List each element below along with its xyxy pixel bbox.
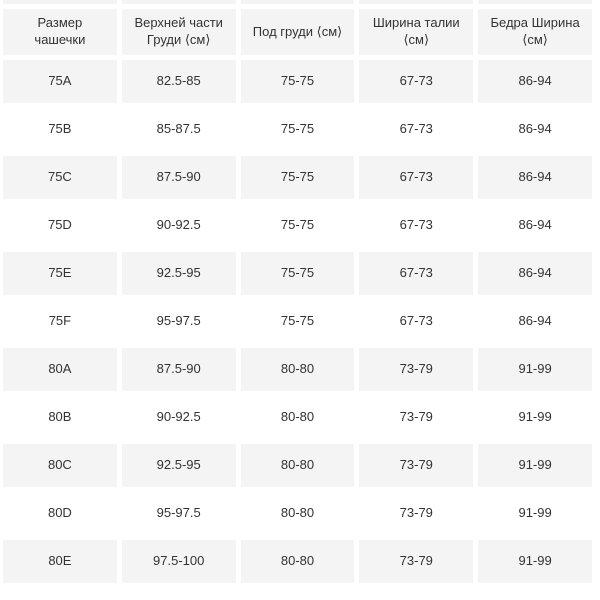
measurement-cell: 73-79 <box>359 396 474 439</box>
column-header-cup-size: Размер чашечки <box>3 9 117 55</box>
measurement-cell: 86-94 <box>478 300 592 343</box>
size-cell: 80A <box>3 348 117 391</box>
measurement-cell: 92.5-95 <box>121 444 236 487</box>
measurement-cell: 86-94 <box>478 252 592 295</box>
measurement-cell: 75-75 <box>240 204 355 247</box>
measurement-cell: 95-97.5 <box>121 300 236 343</box>
measurement-cell: 67-73 <box>359 108 474 151</box>
measurement-cell: 67-73 <box>359 156 474 199</box>
measurement-cell: 95-97.5 <box>121 492 236 535</box>
measurement-cell: 75-75 <box>240 108 355 151</box>
measurement-cell: 75-75 <box>240 300 355 343</box>
measurement-cell: 67-73 <box>359 60 474 103</box>
measurement-cell: 86-94 <box>478 156 592 199</box>
measurement-cell: 73-79 <box>359 492 474 535</box>
size-cell: 75E <box>3 252 117 295</box>
measurement-cell: 91-99 <box>478 348 592 391</box>
column-header-waist: Ширина талии ⟨см⟩ <box>359 9 474 55</box>
previous-row-sliver <box>359 0 474 4</box>
size-chart-table: Размер чашечки Верхней части Груди ⟨см⟩ … <box>3 0 592 583</box>
measurement-cell: 80-80 <box>240 492 355 535</box>
measurement-cell: 82.5-85 <box>121 60 236 103</box>
measurement-cell: 91-99 <box>478 444 592 487</box>
measurement-cell: 87.5-90 <box>121 156 236 199</box>
measurement-cell: 80-80 <box>240 540 355 583</box>
size-cell: 80E <box>3 540 117 583</box>
measurement-cell: 90-92.5 <box>121 204 236 247</box>
size-cell: 80C <box>3 444 117 487</box>
size-cell: 75D <box>3 204 117 247</box>
measurement-cell: 80-80 <box>240 444 355 487</box>
measurement-cell: 67-73 <box>359 300 474 343</box>
measurement-cell: 90-92.5 <box>121 396 236 439</box>
size-cell: 80B <box>3 396 117 439</box>
measurement-cell: 86-94 <box>478 60 592 103</box>
measurement-cell: 75-75 <box>240 60 355 103</box>
previous-row-sliver <box>478 0 592 4</box>
column-header-hips: Бедра Ширина ⟨см⟩ <box>478 9 592 55</box>
measurement-cell: 91-99 <box>478 396 592 439</box>
measurement-cell: 92.5-95 <box>121 252 236 295</box>
column-header-upper-bust: Верхней части Груди ⟨см⟩ <box>121 9 236 55</box>
measurement-cell: 75-75 <box>240 252 355 295</box>
previous-row-sliver <box>121 0 236 4</box>
measurement-cell: 86-94 <box>478 204 592 247</box>
column-header-under-bust: Под груди ⟨см⟩ <box>240 9 355 55</box>
measurement-cell: 67-73 <box>359 252 474 295</box>
measurement-cell: 87.5-90 <box>121 348 236 391</box>
measurement-cell: 86-94 <box>478 108 592 151</box>
size-cell: 75B <box>3 108 117 151</box>
measurement-cell: 85-87.5 <box>121 108 236 151</box>
measurement-cell: 73-79 <box>359 348 474 391</box>
measurement-cell: 73-79 <box>359 444 474 487</box>
size-cell: 75A <box>3 60 117 103</box>
measurement-cell: 67-73 <box>359 204 474 247</box>
measurement-cell: 97.5-100 <box>121 540 236 583</box>
measurement-cell: 80-80 <box>240 348 355 391</box>
size-cell: 75F <box>3 300 117 343</box>
previous-row-sliver <box>240 0 355 4</box>
measurement-cell: 91-99 <box>478 540 592 583</box>
size-cell: 75C <box>3 156 117 199</box>
previous-row-sliver <box>3 0 117 4</box>
measurement-cell: 75-75 <box>240 156 355 199</box>
measurement-cell: 91-99 <box>478 492 592 535</box>
measurement-cell: 80-80 <box>240 396 355 439</box>
measurement-cell: 73-79 <box>359 540 474 583</box>
size-cell: 80D <box>3 492 117 535</box>
